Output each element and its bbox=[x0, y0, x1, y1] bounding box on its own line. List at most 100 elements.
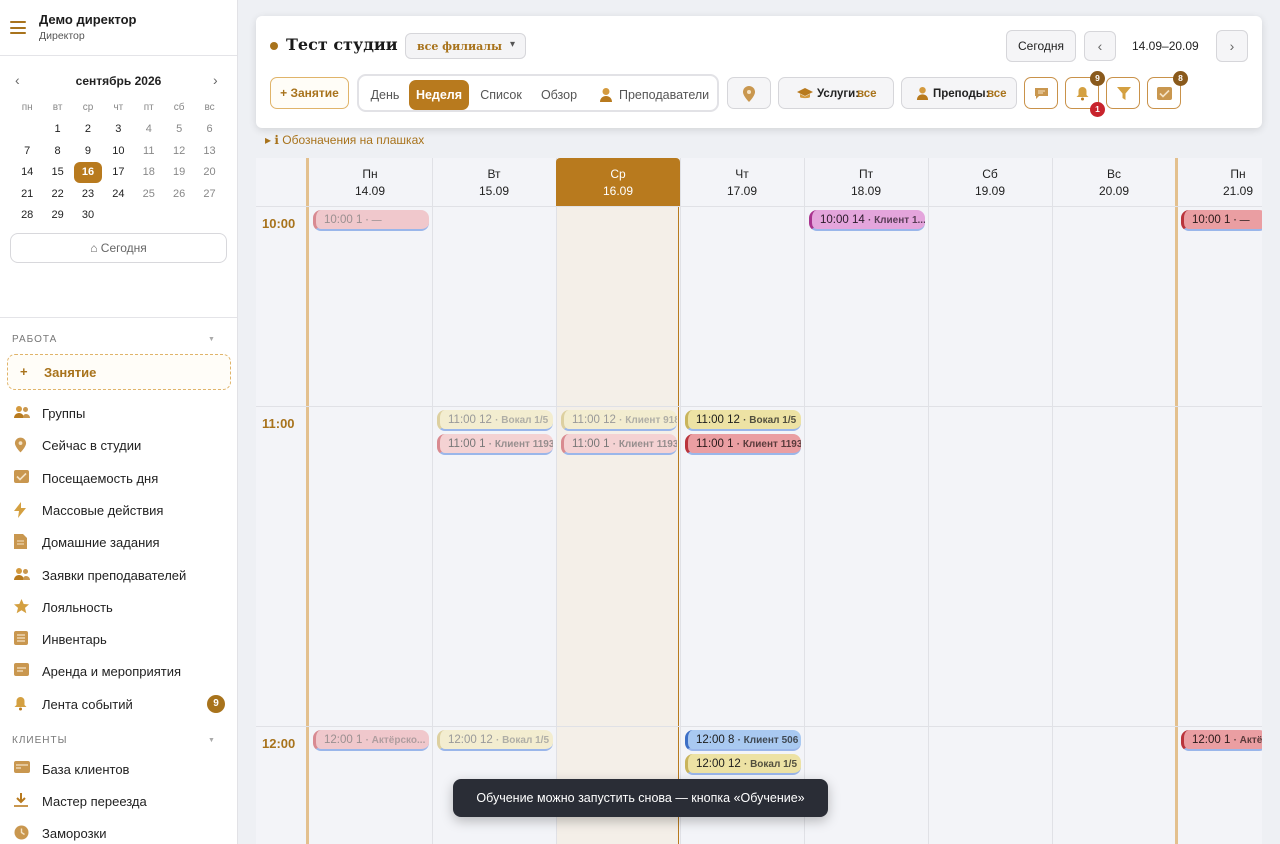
collapse-caret-icon[interactable]: ▼ bbox=[208, 737, 215, 744]
sidebar-item-ticket[interactable]: Аренда и мероприятия bbox=[0, 657, 237, 685]
day-header[interactable]: Вс 20.09 bbox=[1052, 158, 1176, 206]
filter-button[interactable] bbox=[1106, 77, 1140, 109]
messages-button[interactable] bbox=[1024, 77, 1058, 109]
calendar-day[interactable]: 21 bbox=[21, 187, 34, 200]
event-card[interactable]: 11:00 1 · Клиент 1193 bbox=[561, 434, 677, 455]
today-column-highlight bbox=[556, 206, 679, 844]
calendar-day[interactable]: 27 bbox=[203, 187, 216, 200]
ticket-icon bbox=[14, 663, 30, 679]
calendar-day[interactable]: 10 bbox=[112, 144, 125, 157]
add-lesson-sidebar-button[interactable]: + Занятие bbox=[7, 354, 231, 390]
calendar-day[interactable]: 22 bbox=[51, 187, 64, 200]
mini-calendar-header: ‹ сентябрь 2026 › bbox=[0, 72, 237, 90]
calendar-day[interactable]: 24 bbox=[112, 187, 125, 200]
sidebar-item-people[interactable]: Заявки преподавателей bbox=[0, 561, 237, 589]
calendar-day[interactable]: 4 bbox=[145, 123, 152, 135]
event-card[interactable]: 10:00 14 · Клиент 1... bbox=[809, 210, 925, 231]
tasks-button[interactable]: 8 bbox=[1147, 71, 1188, 109]
calendar-day[interactable]: 17 bbox=[112, 166, 125, 178]
calendar-day[interactable]: 6 bbox=[206, 123, 213, 135]
calendar-day[interactable]: 25 bbox=[142, 187, 155, 200]
calendar-day[interactable]: 18 bbox=[142, 166, 155, 178]
hour-divider bbox=[256, 406, 1262, 407]
calendar-prev-month-button[interactable]: ‹ bbox=[15, 72, 20, 88]
calendar-day[interactable]: 16 bbox=[73, 162, 103, 184]
calendar-day[interactable]: 7 bbox=[24, 144, 31, 157]
calendar-day[interactable]: 5 bbox=[176, 123, 183, 135]
teachers-filter-button[interactable]: Преподы: все bbox=[901, 77, 1017, 109]
day-header[interactable]: Пн 21.09 bbox=[1176, 158, 1262, 206]
event-card[interactable]: 11:00 1 · Клиент 1193 bbox=[437, 434, 553, 455]
calendar-day[interactable]: 8 bbox=[54, 144, 61, 157]
sidebar-item-list[interactable]: Инвентарь bbox=[0, 625, 237, 653]
next-week-button[interactable]: › bbox=[1216, 30, 1248, 62]
tab-week[interactable]: Неделя bbox=[409, 80, 469, 110]
day-header[interactable]: Чт 17.09 bbox=[680, 158, 804, 206]
tab-day[interactable]: День bbox=[370, 88, 400, 102]
calendar-day[interactable]: 20 bbox=[203, 166, 216, 178]
sidebar-item-card[interactable]: База клиентов bbox=[0, 755, 237, 783]
event-card[interactable]: 12:00 8 · Клиент 506 bbox=[685, 730, 801, 751]
event-time: 12:00 12 bbox=[448, 734, 493, 746]
event-card[interactable]: 10:00 1 · — bbox=[1181, 210, 1262, 231]
tab-teachers[interactable]: Преподаватели bbox=[595, 80, 713, 110]
event-card[interactable]: 12:00 1 · Актёр bbox=[1181, 730, 1262, 751]
calendar-day[interactable]: 29 bbox=[51, 209, 64, 221]
calendar-day[interactable]: 23 bbox=[81, 187, 95, 200]
sidebar-item-star[interactable]: Лояльность bbox=[0, 593, 237, 621]
sidebar-item-location-pin[interactable]: Сейчас в студии bbox=[0, 431, 237, 459]
sidebar-today-button[interactable]: ⌂ Сегодня bbox=[10, 233, 227, 263]
calendar-day[interactable]: 3 bbox=[115, 123, 122, 135]
notifications-button[interactable]: 9 1 bbox=[1065, 71, 1105, 117]
event-time: 12:00 8 bbox=[696, 734, 735, 746]
hamburger-menu-icon[interactable] bbox=[10, 21, 26, 34]
today-button[interactable]: Сегодня bbox=[1006, 30, 1076, 62]
sidebar-item-document[interactable]: Домашние задания bbox=[0, 528, 237, 556]
sidebar-item-clock[interactable]: Заморозки bbox=[0, 819, 237, 844]
sidebar-item-lightning[interactable]: Массовые действия bbox=[0, 496, 237, 524]
day-header[interactable]: Сб 19.09 bbox=[928, 158, 1052, 206]
sidebar-item-checkbox[interactable]: Посещаемость дня bbox=[0, 464, 237, 492]
calendar-day[interactable]: 12 bbox=[173, 144, 186, 157]
event-card[interactable]: 12:00 1 · Актёрско... bbox=[313, 730, 429, 751]
location-filter-button[interactable] bbox=[727, 77, 771, 109]
calendar-day[interactable]: 1 bbox=[54, 123, 61, 135]
sidebar-item-bell[interactable]: Лента событий 9 bbox=[0, 690, 237, 718]
prev-week-button[interactable]: ‹ bbox=[1084, 31, 1116, 61]
calendar-day[interactable]: 19 bbox=[173, 166, 186, 178]
event-card[interactable]: 12:00 12 · Вокал 1/5 bbox=[685, 754, 801, 775]
day-header[interactable]: Вт 15.09 bbox=[432, 158, 556, 206]
branch-select[interactable]: все филиалы ▾ bbox=[405, 33, 526, 59]
event-card[interactable]: 10:00 1 · — bbox=[313, 210, 429, 231]
legend-toggle[interactable]: ▸ ℹ Обозначения на плашках bbox=[265, 133, 425, 147]
calendar-day[interactable]: 9 bbox=[84, 144, 92, 157]
calendar-day[interactable]: 28 bbox=[21, 209, 34, 221]
add-lesson-button[interactable]: + Занятие bbox=[270, 77, 349, 109]
tab-overview[interactable]: Обзор bbox=[540, 88, 578, 102]
tab-list[interactable]: Список bbox=[480, 88, 522, 102]
sidebar-item-people[interactable]: Группы bbox=[0, 399, 237, 427]
sidebar-item-download[interactable]: Мастер переезда bbox=[0, 787, 237, 815]
calendar-year: 2026 bbox=[134, 74, 162, 88]
event-card[interactable]: 11:00 12 · Клиент 918 bbox=[561, 410, 677, 431]
calendar-selected-day[interactable]: 16 bbox=[73, 162, 102, 183]
day-header[interactable]: Пт 18.09 bbox=[804, 158, 928, 206]
calendar-day[interactable]: 13 bbox=[203, 144, 216, 157]
collapse-caret-icon[interactable]: ▼ bbox=[208, 336, 215, 343]
event-card[interactable]: 11:00 12 · Вокал 1/5 bbox=[437, 410, 553, 431]
day-header-today[interactable]: Ср 16.09 bbox=[556, 158, 680, 206]
event-card[interactable]: 11:00 1 · Клиент 1193 bbox=[685, 434, 801, 455]
calendar-day[interactable]: 14 bbox=[21, 166, 34, 178]
event-card[interactable]: 11:00 12 · Вокал 1/5 bbox=[685, 410, 801, 431]
calendar-next-month-button[interactable]: › bbox=[213, 72, 218, 88]
calendar-day[interactable]: 30 bbox=[81, 209, 95, 221]
services-filter-button[interactable]: Услуги: все bbox=[778, 77, 894, 109]
calendar-weekday-label: сб bbox=[173, 102, 185, 113]
user-role: Директор bbox=[39, 30, 85, 42]
event-card[interactable]: 12:00 12 · Вокал 1/5 bbox=[437, 730, 553, 751]
calendar-day[interactable]: 26 bbox=[173, 187, 186, 200]
calendar-day[interactable]: 15 bbox=[51, 166, 64, 178]
calendar-day[interactable]: 11 bbox=[143, 144, 155, 157]
calendar-day[interactable]: 2 bbox=[84, 123, 92, 135]
day-header[interactable]: Пн 14.09 bbox=[308, 158, 432, 206]
